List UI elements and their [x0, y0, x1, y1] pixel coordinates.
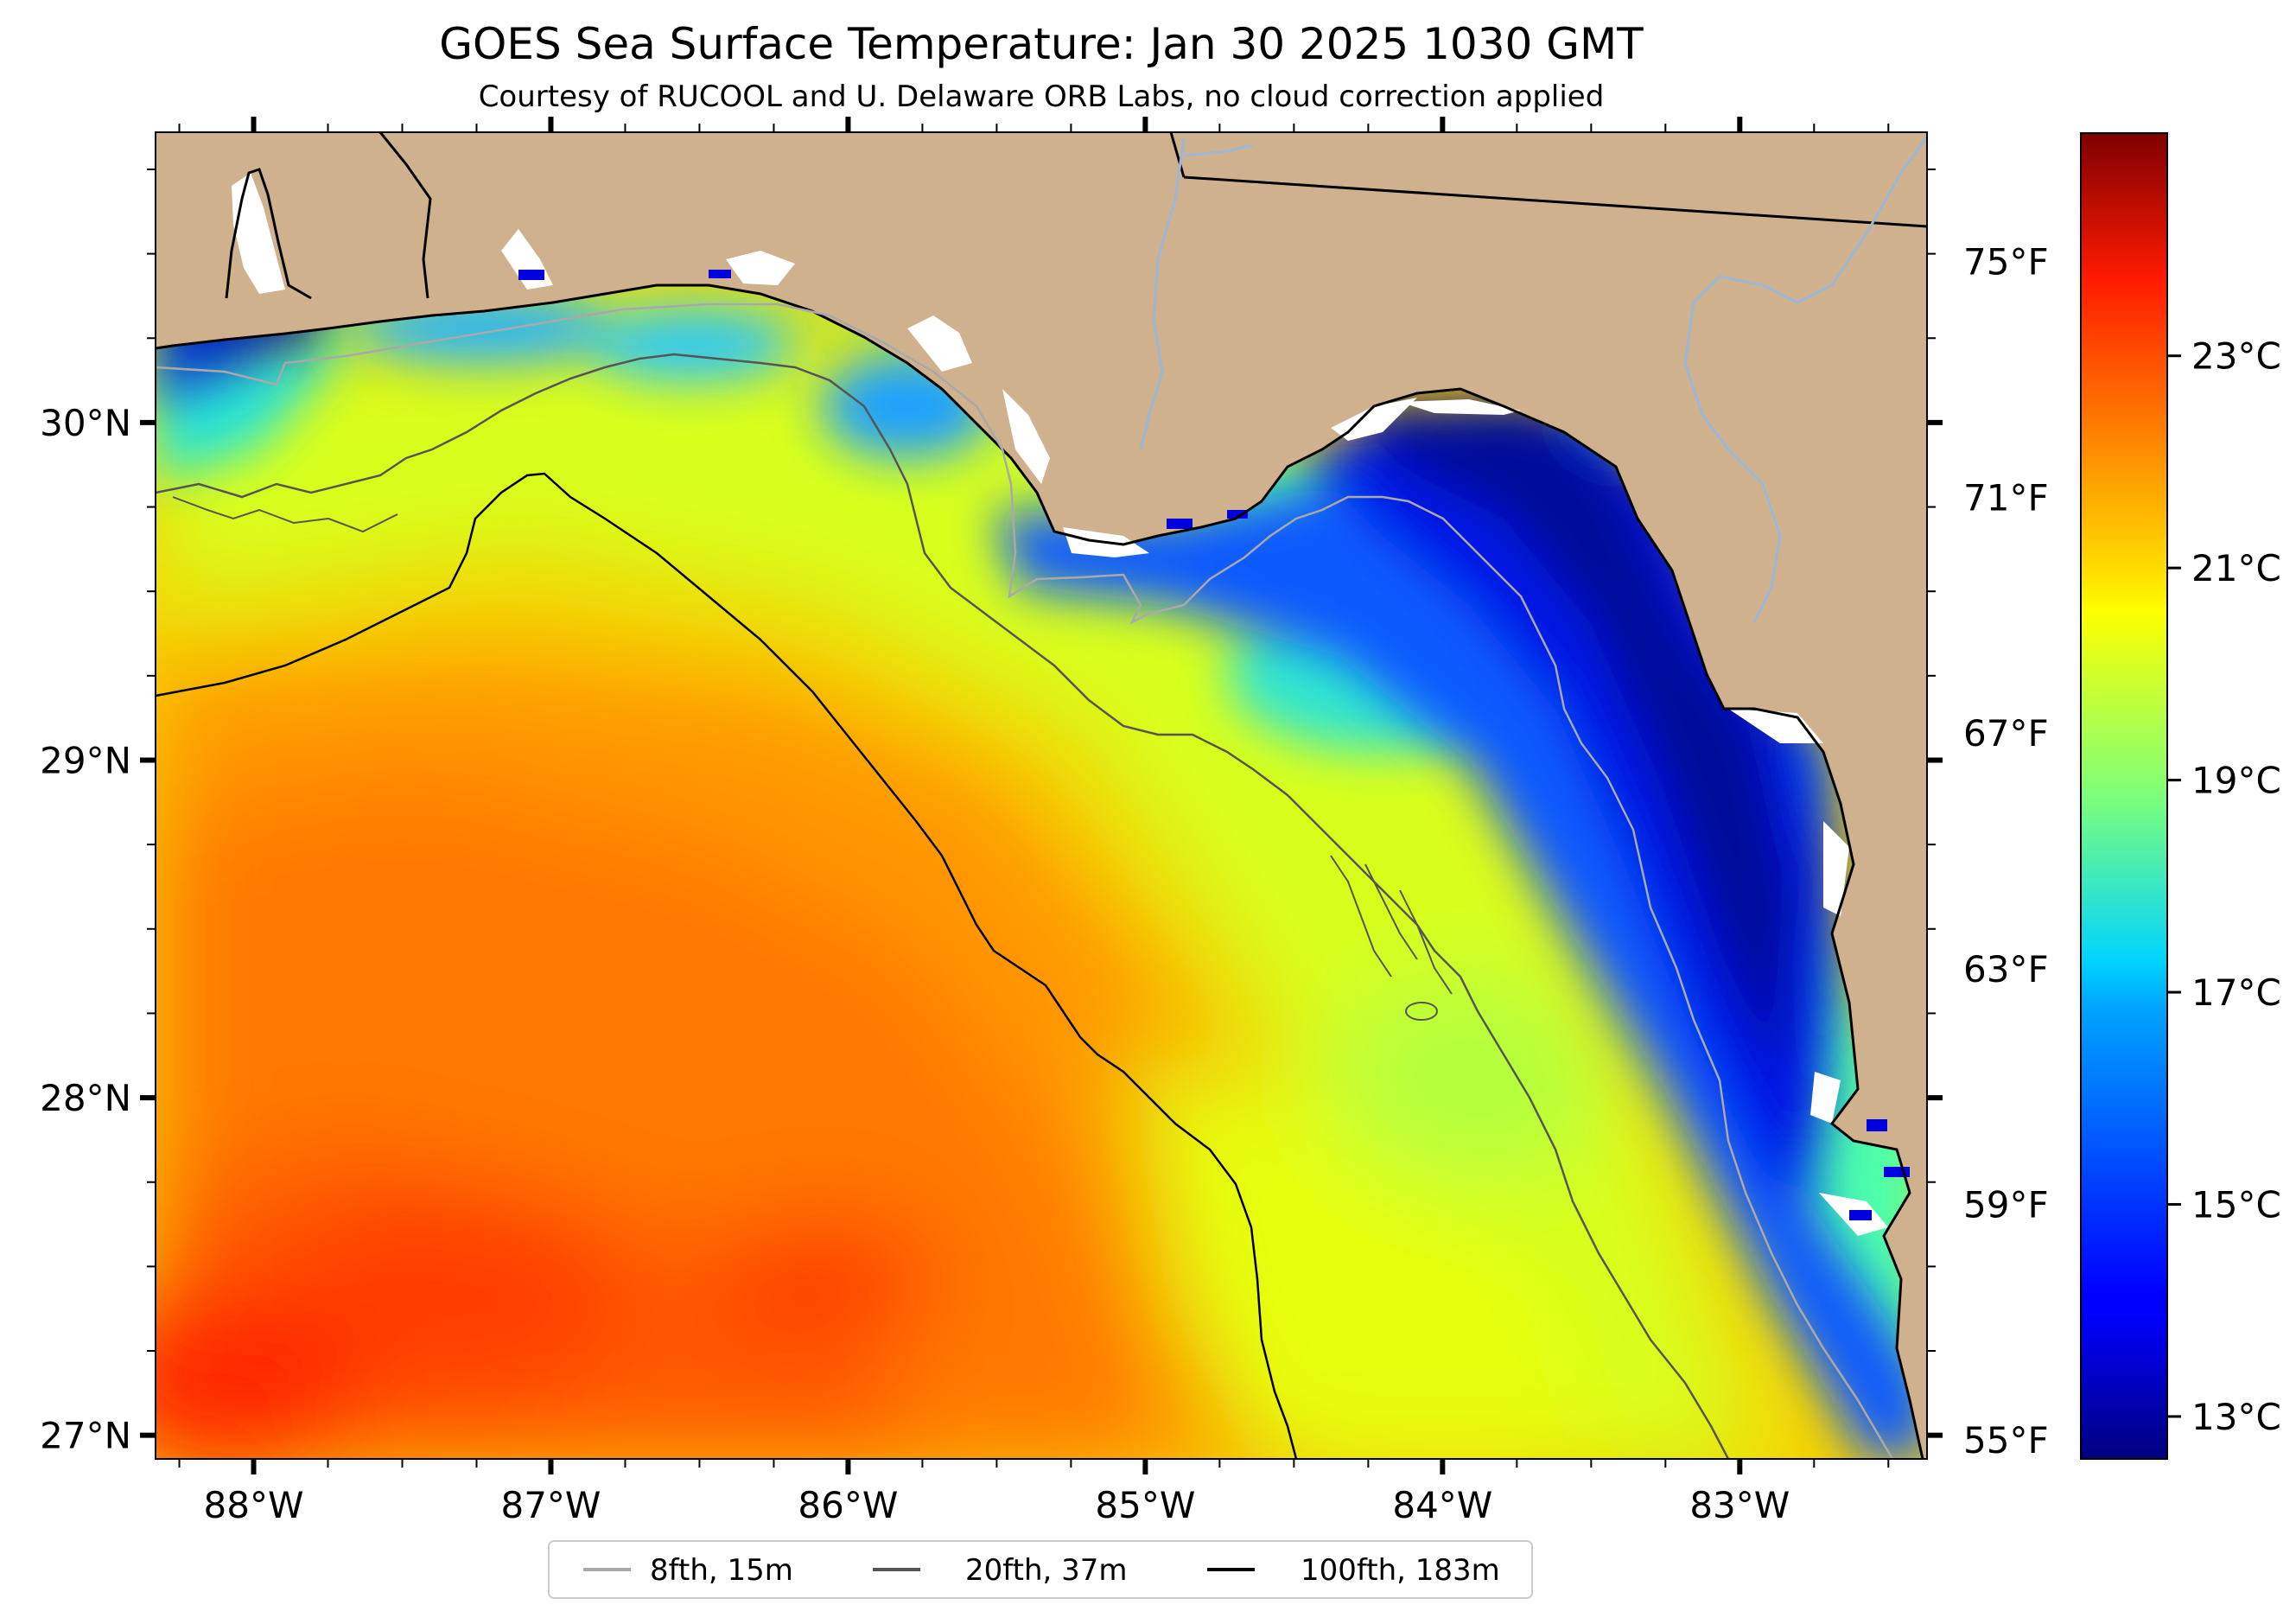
longitude-labels: 88°W 87°W 86°W 85°W 84°W 83°W [204, 1484, 1790, 1526]
celsius-label: 23°C [2191, 335, 2281, 378]
colorbar: 13°C 15°C 17°C 19°C 21°C 23°C [2080, 132, 2281, 1460]
state-border [1183, 175, 1927, 228]
map-subtitle: Courtesy of RUCOOL and U. Delaware ORB L… [479, 80, 1605, 114]
isobath-8fth [156, 303, 1894, 1459]
latitude-label: 30°N [40, 402, 131, 444]
longitude-label: 83°W [1689, 1484, 1790, 1526]
axis-ticks [140, 117, 1943, 1474]
colorbar-gradient [2080, 132, 2168, 1460]
celsius-label: 13°C [2191, 1396, 2281, 1438]
longitude-label: 84°W [1392, 1484, 1492, 1526]
sst-map [156, 132, 1927, 1459]
isobath-100fth [156, 472, 1298, 1459]
map-title: GOES Sea Surface Temperature: Jan 30 202… [439, 19, 1644, 69]
latitude-label: 27°N [40, 1415, 131, 1457]
fahrenheit-label: 63°F [1963, 948, 2049, 990]
legend-box [548, 1540, 1533, 1599]
state-border-ga [1169, 132, 1186, 178]
longitude-label: 86°W [798, 1484, 898, 1526]
sst-field-warm [156, 657, 1313, 1459]
state-border-al [378, 132, 432, 299]
isobath-20fth-keys [172, 496, 1453, 1021]
latitude-label: 29°N [40, 739, 131, 781]
fahrenheit-label: 55°F [1963, 1419, 2049, 1462]
rivers [1139, 136, 1927, 623]
land-mass [156, 132, 1927, 1459]
colorbar-ticks: 13°C 15°C 17°C 19°C 21°C 23°C [2167, 335, 2281, 1438]
cold-pixels [518, 270, 1910, 1220]
fahrenheit-label: 71°F [1963, 476, 2049, 519]
legend-label-100fth: 100fth, 183m [1301, 1553, 1500, 1588]
longitude-label: 88°W [204, 1484, 304, 1526]
longitude-label: 85°W [1095, 1484, 1195, 1526]
latitude-labels: 30°N 29°N 28°N 27°N [40, 402, 131, 1457]
isobath-20fth [156, 353, 1730, 1459]
latitude-label: 28°N [40, 1077, 131, 1119]
legend-label-20fth: 20fth, 37m [965, 1553, 1128, 1588]
mobile-bay [225, 168, 312, 300]
legend: 8fth, 15m 20fth, 37m 100fth, 183m [548, 1540, 1533, 1599]
fahrenheit-label: 59°F [1963, 1183, 2049, 1226]
celsius-label: 17°C [2191, 971, 2281, 1014]
coastline [156, 283, 1924, 1459]
fahrenheit-labels: 55°F 59°F 63°F 67°F 71°F 75°F [1963, 241, 2049, 1462]
missing-data [232, 173, 1888, 1236]
legend-label-8fth: 8fth, 15m [650, 1553, 793, 1588]
longitude-label: 87°W [500, 1484, 601, 1526]
celsius-label: 21°C [2191, 547, 2281, 589]
fahrenheit-label: 67°F [1963, 712, 2049, 755]
fahrenheit-label: 75°F [1963, 241, 2049, 283]
celsius-label: 19°C [2191, 760, 2281, 802]
map-frame [155, 131, 1928, 1460]
celsius-label: 15°C [2191, 1183, 2281, 1226]
